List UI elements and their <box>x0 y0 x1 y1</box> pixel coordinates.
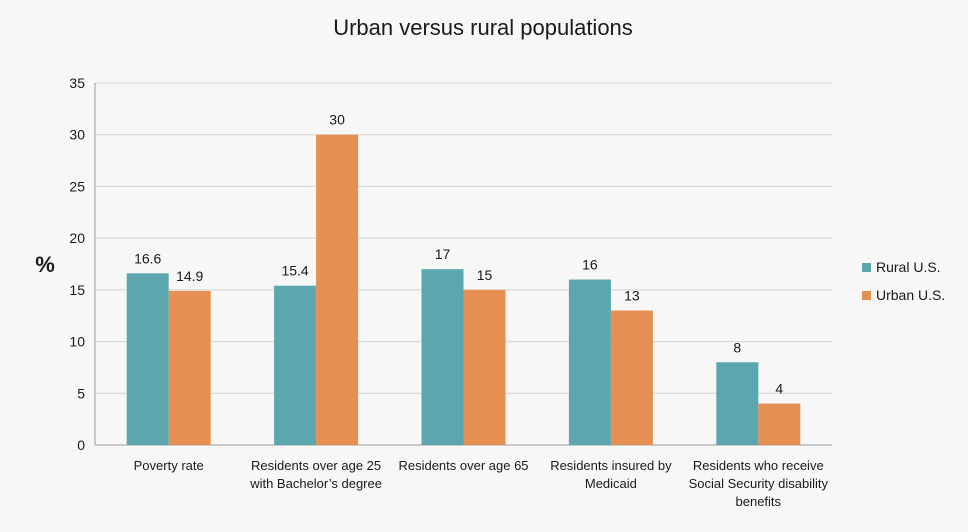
legend-label-urban: Urban U.S. <box>876 287 945 303</box>
bar-rural-2 <box>421 269 464 445</box>
y-tick-label: 35 <box>69 75 85 91</box>
chart-title: Urban versus rural populations <box>333 15 633 40</box>
x-category-label: Residents over age 25 with Bachelor’s deg… <box>249 458 382 491</box>
bar-urban-1 <box>316 134 359 445</box>
y-tick-label: 25 <box>69 178 85 194</box>
bar-urban-4 <box>758 403 801 445</box>
data-label: 15 <box>477 267 493 283</box>
x-category-line: Residents who receive <box>693 458 824 473</box>
y-tick-label: 5 <box>77 385 85 401</box>
x-axis-categories: Poverty rate Residents over age 25 with Ba… <box>134 458 829 509</box>
data-label: 15.4 <box>281 263 308 279</box>
y-tick-label: 20 <box>69 230 85 246</box>
bar-rural-1 <box>274 285 317 445</box>
legend: Rural U.S. Urban U.S. <box>862 259 945 303</box>
bar-urban-0 <box>168 290 211 445</box>
x-category-line: Residents over age 65 <box>398 458 528 473</box>
data-label: 14.9 <box>176 268 203 284</box>
bar-rural-0 <box>126 273 169 445</box>
x-category-label: Poverty rate <box>134 458 204 473</box>
x-category-label: Residents who receive Social Security dis… <box>689 458 829 509</box>
x-category-line: with Bachelor’s degree <box>249 476 382 491</box>
bar-urban-3 <box>610 310 653 445</box>
legend-swatch-urban <box>862 291 871 300</box>
data-labels: 16.6 14.9 15.4 30 17 15 16 13 8 4 <box>134 112 783 397</box>
y-tick-label: 15 <box>69 282 85 298</box>
legend-swatch-rural <box>862 263 871 272</box>
legend-label-rural: Rural U.S. <box>876 259 941 275</box>
y-tick-label: 10 <box>69 334 85 350</box>
data-label: 16 <box>582 257 598 273</box>
data-label: 8 <box>733 339 741 355</box>
data-label: 17 <box>435 246 451 262</box>
x-category-line: Social Security disability <box>689 476 829 491</box>
data-label: 30 <box>329 112 345 128</box>
y-tick-label: 30 <box>69 127 85 143</box>
x-category-line: Residents over age 25 <box>251 458 381 473</box>
y-axis-ticks: 0 5 10 15 20 25 30 35 <box>69 75 85 453</box>
data-label: 16.6 <box>134 250 161 266</box>
x-category-line: Poverty rate <box>134 458 204 473</box>
y-tick-label: 0 <box>77 437 85 453</box>
x-category-label: Residents insured by Medicaid <box>550 458 672 491</box>
x-category-line: benefits <box>736 494 782 509</box>
bar-rural-3 <box>568 279 611 445</box>
y-axis-label: % <box>35 252 55 277</box>
data-label: 4 <box>775 381 783 397</box>
x-category-line: Residents insured by <box>550 458 672 473</box>
bars <box>126 134 801 445</box>
x-category-line: Medicaid <box>585 476 637 491</box>
bar-rural-4 <box>716 362 759 445</box>
x-category-label: Residents over age 65 <box>398 458 528 473</box>
data-label: 13 <box>624 288 640 304</box>
bar-urban-2 <box>463 289 506 445</box>
